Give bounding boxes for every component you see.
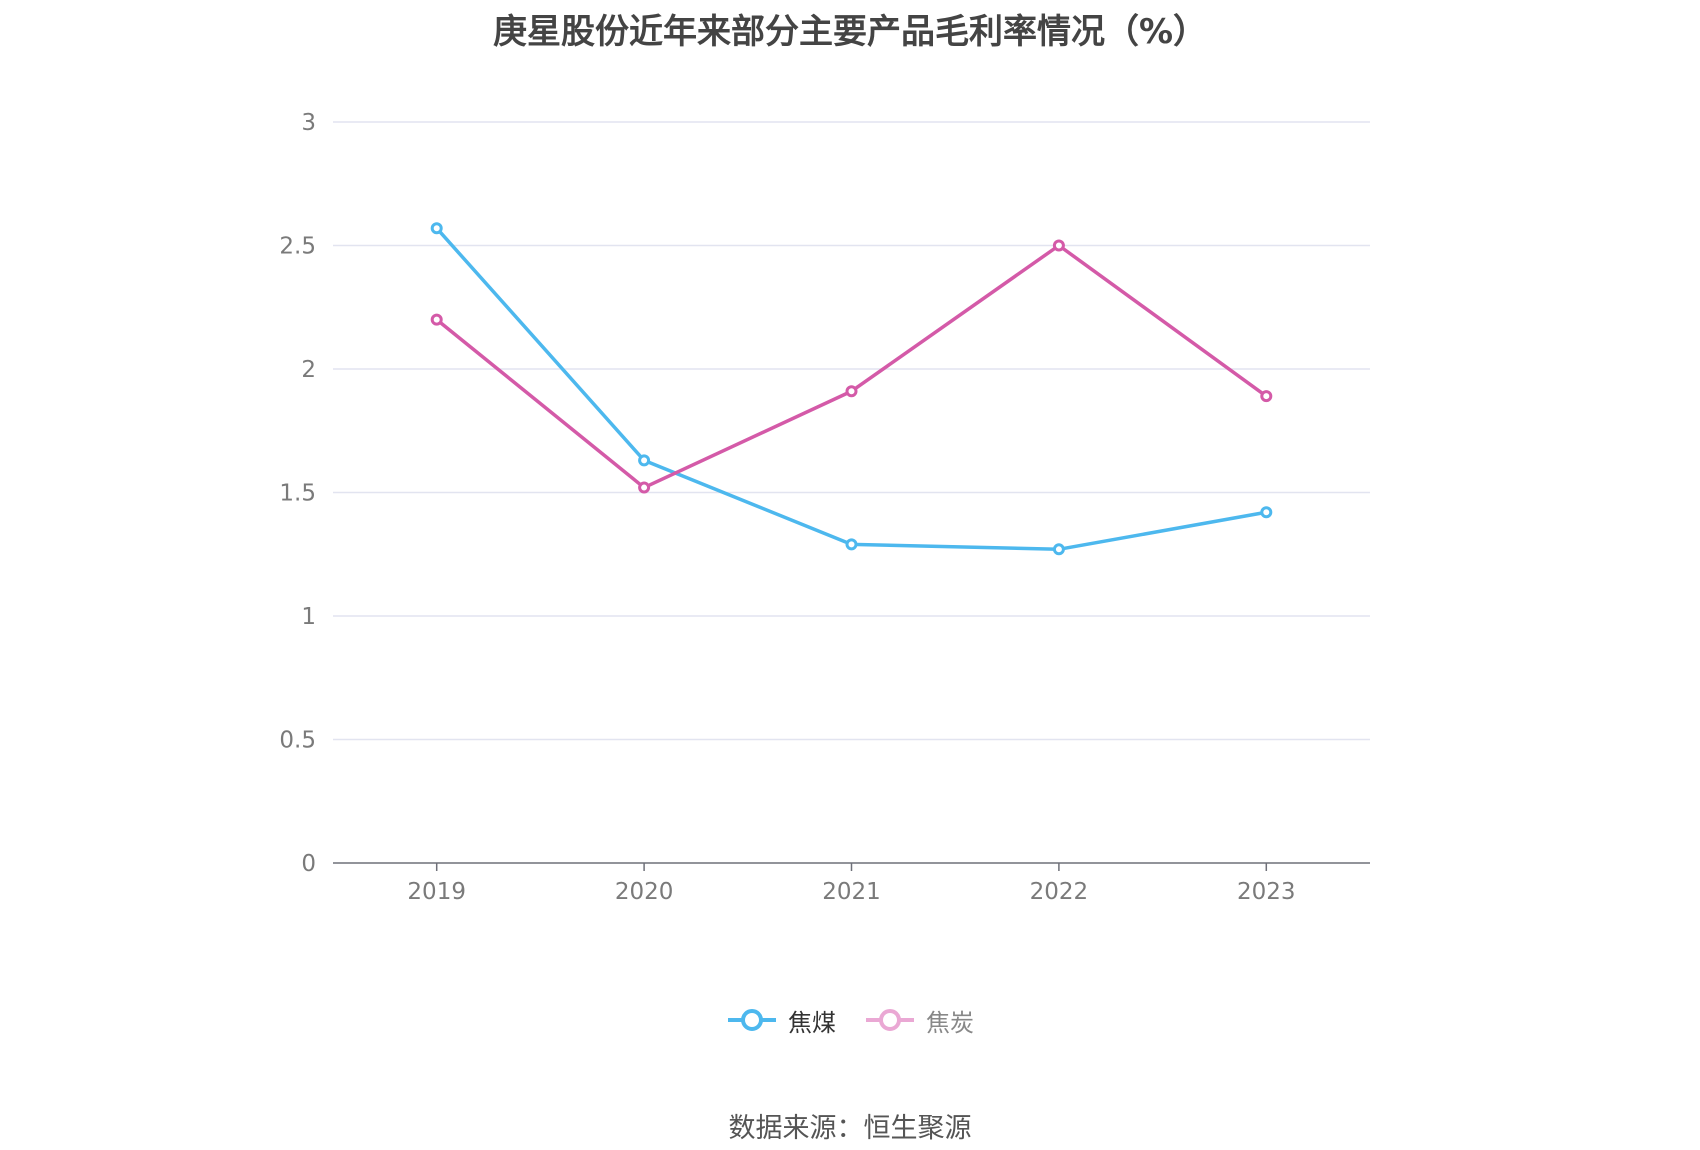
axes: 0 0.5 1 1.5 2 2.5 3 2019 2020 2021 2022 2023	[279, 110, 1370, 905]
legend-label: 焦炭	[926, 1008, 974, 1037]
data-point[interactable]	[845, 385, 858, 398]
y-tick-label: 2.5	[279, 234, 316, 260]
y-tick-label: 0	[301, 851, 316, 877]
data-point[interactable]	[638, 454, 651, 467]
y-tick-label: 1.5	[279, 481, 316, 507]
y-tick-label: 3	[301, 110, 316, 136]
legend: 焦煤 焦炭	[0, 1000, 1700, 1040]
legend-marker-icon	[728, 1009, 776, 1031]
y-tick-label: 1	[301, 604, 316, 630]
x-tick-label: 2019	[407, 879, 466, 905]
data-point[interactable]	[1052, 239, 1065, 252]
data-point[interactable]	[1052, 543, 1065, 556]
source-note: 数据来源：恒生聚源	[728, 1113, 972, 1144]
legend-item-coke[interactable]: 焦炭	[864, 1003, 974, 1038]
data-points	[430, 222, 1273, 556]
data-point[interactable]	[638, 481, 651, 494]
x-tick-label: 2020	[615, 879, 674, 905]
y-tick-label: 2	[301, 357, 316, 383]
legend-item-coking-coal[interactable]: 焦煤	[726, 1003, 836, 1038]
data-point[interactable]	[430, 222, 443, 235]
data-point[interactable]	[430, 313, 443, 326]
data-point[interactable]	[845, 538, 858, 551]
data-point[interactable]	[1260, 506, 1273, 519]
grid-lines	[333, 121, 1370, 741]
x-tick-label: 2021	[822, 879, 881, 905]
x-tick-label: 2022	[1030, 879, 1089, 905]
legend-marker-icon	[866, 1009, 914, 1031]
x-tick-label: 2023	[1237, 879, 1296, 905]
y-tick-label: 0.5	[279, 728, 316, 754]
data-point[interactable]	[1260, 390, 1273, 403]
chart-title: 庚星股份近年来部分主要产品毛利率情况（%）	[492, 12, 1208, 52]
legend-label: 焦煤	[788, 1008, 836, 1037]
